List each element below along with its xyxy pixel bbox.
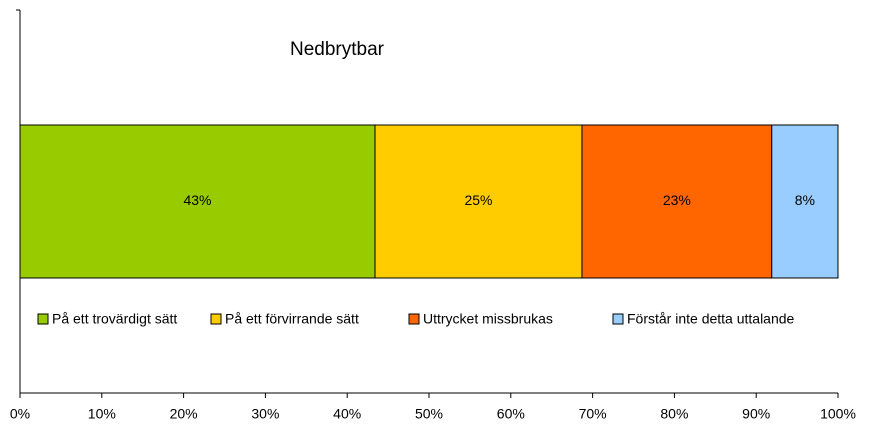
x-tick-label: 80% — [660, 406, 688, 422]
data-label: 23% — [663, 192, 691, 208]
x-tick-label: 50% — [415, 406, 443, 422]
x-tick-label: 90% — [742, 406, 770, 422]
legend-label: Uttrycket missbrukas — [423, 311, 553, 327]
x-tick-label: 20% — [170, 406, 198, 422]
bar-segment — [581, 124, 773, 279]
x-tick-label: 40% — [333, 406, 361, 422]
x-tick-label: 30% — [251, 406, 279, 422]
legend-swatch — [210, 313, 222, 325]
x-tick-label: 10% — [88, 406, 116, 422]
x-tick-label: 60% — [497, 406, 525, 422]
x-tick-label: 0% — [10, 406, 30, 422]
x-tick-label: 100% — [820, 406, 856, 422]
legend-label: På ett trovärdigt sätt — [52, 311, 177, 327]
legend-swatch — [408, 313, 420, 325]
bar-segment — [771, 124, 839, 279]
data-label: 43% — [183, 192, 211, 208]
x-tick-label: 70% — [579, 406, 607, 422]
legend-swatch — [37, 313, 49, 325]
data-label: 25% — [464, 192, 492, 208]
chart-title: Nedbrytbar — [290, 39, 385, 60]
data-label: 8% — [795, 192, 815, 208]
legend-label: Förstår inte detta uttalande — [627, 311, 795, 327]
bar-segment — [19, 124, 376, 279]
legend-label: På ett förvirrande sätt — [225, 311, 359, 327]
legend-swatch — [612, 313, 624, 325]
